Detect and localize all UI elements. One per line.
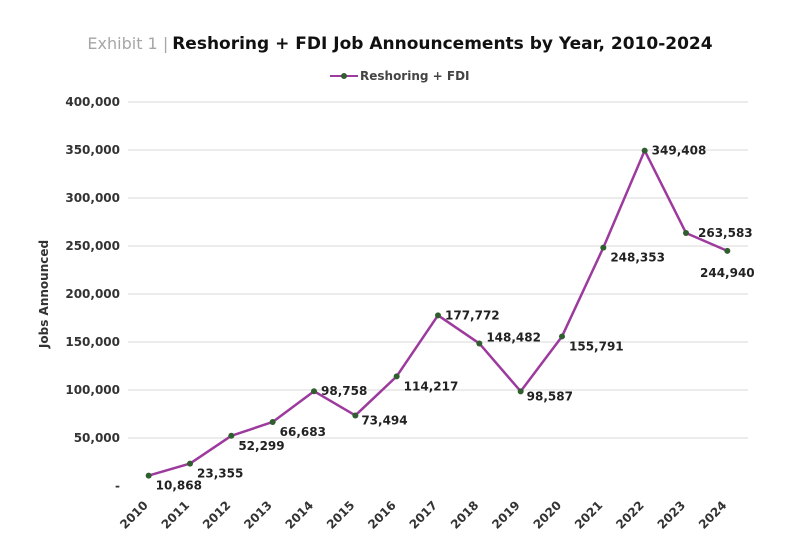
x-tick-label: 2018 (448, 498, 482, 532)
x-tick-label: 2019 (489, 498, 523, 532)
data-label: 148,482 (486, 330, 541, 344)
x-tick-label: 2016 (365, 498, 399, 532)
data-label: 244,940 (700, 266, 755, 280)
y-tick-label: 100,000 (65, 383, 120, 397)
data-point (435, 312, 441, 319)
data-point (724, 247, 731, 254)
x-tick-label: 2015 (324, 498, 358, 532)
legend-label: Reshoring + FDI (360, 69, 470, 83)
data-label: 98,758 (321, 384, 367, 398)
y-tick-label: 50,000 (74, 431, 120, 445)
data-point (600, 244, 607, 251)
data-point (228, 432, 235, 439)
data-label: 23,355 (197, 467, 243, 481)
x-tick-label: 2013 (241, 498, 275, 532)
x-tick-label: 2022 (613, 498, 647, 532)
x-tick-label: 2014 (283, 498, 317, 532)
y-tick-label: 150,000 (65, 335, 120, 349)
legend: Reshoring + FDI (330, 68, 470, 84)
y-tick-label: - (115, 479, 120, 493)
data-label: 349,408 (652, 144, 707, 158)
y-tick-label: 400,000 (65, 95, 120, 109)
x-tick-label: 2010 (117, 498, 151, 532)
data-label: 155,791 (569, 339, 624, 353)
data-label: 248,353 (610, 251, 665, 265)
data-point (559, 333, 565, 340)
chart-title: Reshoring + FDI Job Announcements by Yea… (172, 34, 713, 54)
data-point (352, 412, 359, 419)
x-tick-label: 2011 (159, 498, 193, 532)
x-tick-label: 2017 (407, 498, 441, 532)
x-tick-label: 2021 (572, 498, 606, 532)
data-label: 10,868 (156, 479, 202, 493)
x-tick-label: 2023 (655, 498, 689, 532)
y-tick-label: 250,000 (65, 239, 120, 253)
x-tick-label: 2020 (531, 498, 565, 532)
data-point (517, 388, 524, 395)
data-label: 66,683 (280, 425, 326, 439)
y-axis-title: Jobs Announced (37, 240, 51, 349)
data-point (393, 373, 400, 380)
y-tick-label: 300,000 (65, 191, 120, 205)
data-label: 52,299 (238, 439, 284, 453)
data-label: 263,583 (698, 226, 753, 240)
data-point (476, 340, 483, 347)
data-point (269, 418, 276, 425)
exhibit-label: Exhibit 1 | (87, 34, 169, 53)
data-label: 73,494 (361, 413, 407, 427)
data-point (641, 147, 648, 154)
y-tick-label: 350,000 (65, 143, 120, 157)
data-point (187, 460, 193, 467)
x-tick-label: 2024 (696, 498, 730, 532)
y-tick-label: 200,000 (65, 287, 120, 301)
x-tick-label: 2012 (200, 498, 234, 532)
data-point (145, 472, 152, 479)
chart-header: Exhibit 1 | Reshoring + FDI Job Announcem… (0, 34, 800, 54)
data-point (311, 388, 317, 395)
data-label: 177,772 (445, 308, 500, 322)
legend-swatch (330, 73, 358, 79)
data-label: 98,587 (527, 389, 573, 403)
data-point (683, 229, 689, 236)
data-label: 114,217 (404, 379, 459, 393)
